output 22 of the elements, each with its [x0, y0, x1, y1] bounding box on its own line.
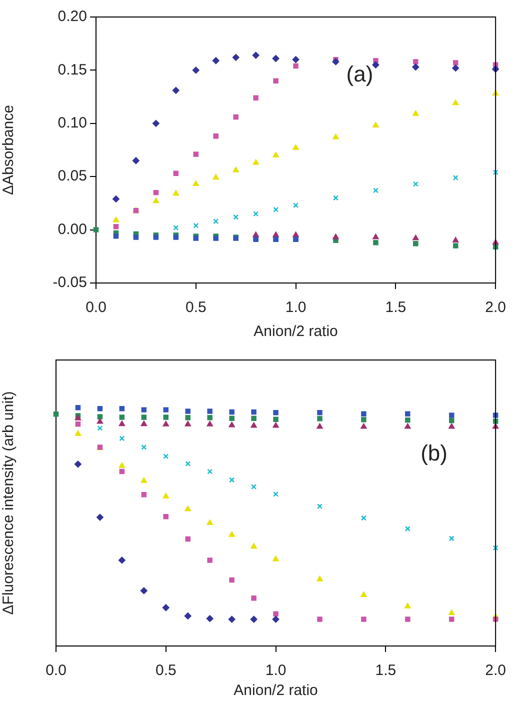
y-tick-label: 0.15 — [58, 61, 87, 78]
y-tick-label: 0.05 — [58, 168, 87, 185]
x-tick-label: 0.0 — [86, 299, 106, 316]
y-tick-label: 0.10 — [58, 114, 87, 132]
y-axis-title: ΔFluorescence intensity (arb unit) — [0, 391, 18, 615]
x-axis-title: Anion/2 ratio — [254, 323, 338, 340]
x-axis-title: Anion/2 ratio — [234, 682, 318, 700]
x-tick-label: 2.0 — [485, 662, 506, 680]
x-tick-label: 0.5 — [185, 299, 206, 316]
annotation: (a) — [346, 62, 374, 87]
x-tick-label: 1.0 — [285, 299, 306, 316]
x-tick-label: 1.0 — [265, 662, 286, 680]
x-tick-label: 2.0 — [485, 299, 506, 316]
y-tick-label: 0.00 — [58, 220, 87, 238]
annotation: (b) — [420, 440, 448, 466]
y-tick-label: -0.05 — [52, 274, 87, 292]
x-tick-label: 0.0 — [46, 662, 66, 680]
x-tick-label: 1.5 — [375, 662, 396, 680]
x-tick-label: 1.5 — [385, 299, 406, 316]
x-tick-label: 0.5 — [155, 662, 176, 680]
y-axis-title: ΔAbsorbance — [0, 104, 18, 196]
y-tick-label: 0.20 — [58, 8, 87, 26]
